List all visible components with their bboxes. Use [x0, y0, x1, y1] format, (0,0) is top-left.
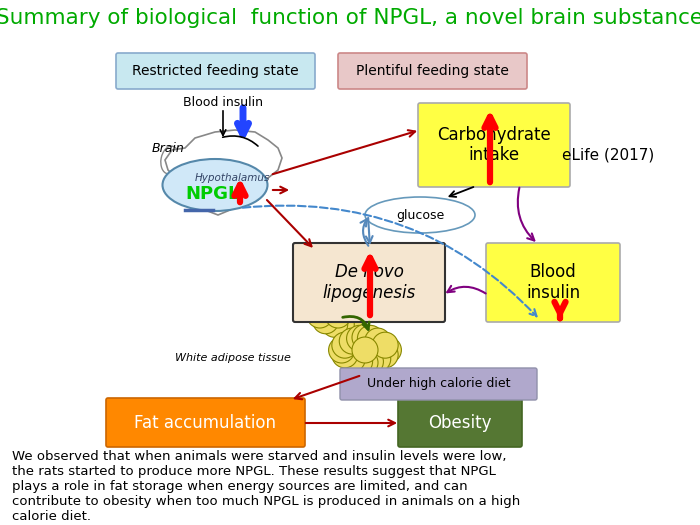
Circle shape	[328, 292, 354, 319]
Circle shape	[332, 332, 358, 358]
Circle shape	[365, 328, 391, 354]
FancyBboxPatch shape	[418, 103, 570, 187]
Text: Summary of biological  function of NPGL, a novel brain substance: Summary of biological function of NPGL, …	[0, 8, 700, 28]
Circle shape	[365, 346, 391, 372]
Circle shape	[322, 311, 348, 338]
Ellipse shape	[161, 146, 179, 174]
Text: De novo
lipogenesis: De novo lipogenesis	[323, 263, 416, 302]
Text: Restricted feeding state: Restricted feeding state	[132, 64, 299, 78]
Circle shape	[352, 324, 378, 350]
Circle shape	[313, 296, 339, 322]
Text: Fat accumulation: Fat accumulation	[134, 414, 276, 432]
Circle shape	[343, 302, 369, 328]
Text: Obesity: Obesity	[428, 414, 491, 432]
PathPatch shape	[165, 130, 282, 215]
Text: Brain: Brain	[152, 142, 185, 154]
Circle shape	[332, 342, 358, 368]
Text: White adipose tissue: White adipose tissue	[175, 353, 291, 363]
Circle shape	[372, 342, 398, 368]
Text: Carbohydrate
intake: Carbohydrate intake	[437, 125, 551, 164]
Circle shape	[337, 308, 363, 334]
Text: Blood insulin: Blood insulin	[183, 96, 263, 109]
Circle shape	[328, 311, 354, 338]
Ellipse shape	[365, 197, 475, 233]
Circle shape	[346, 349, 372, 375]
FancyBboxPatch shape	[340, 368, 537, 400]
FancyBboxPatch shape	[106, 398, 305, 447]
Text: eLife (2017): eLife (2017)	[562, 148, 654, 163]
Circle shape	[372, 332, 398, 358]
Text: We observed that when animals were starved and insulin levels were low,
the rats: We observed that when animals were starv…	[12, 450, 520, 523]
Text: Under high calorie diet: Under high calorie diet	[367, 377, 510, 391]
Circle shape	[322, 292, 348, 319]
Text: Blood
insulin: Blood insulin	[526, 263, 580, 302]
Ellipse shape	[162, 159, 267, 211]
Circle shape	[307, 302, 332, 328]
Circle shape	[346, 326, 372, 351]
FancyBboxPatch shape	[293, 243, 445, 322]
FancyBboxPatch shape	[116, 53, 315, 89]
Circle shape	[325, 302, 351, 328]
Circle shape	[352, 337, 378, 363]
Circle shape	[313, 308, 339, 334]
FancyBboxPatch shape	[486, 243, 620, 322]
Ellipse shape	[168, 163, 192, 194]
FancyBboxPatch shape	[398, 398, 522, 447]
Circle shape	[340, 346, 365, 372]
Circle shape	[375, 337, 401, 363]
Text: Hypothalamus: Hypothalamus	[195, 173, 270, 183]
Text: Plentiful feeding state: Plentiful feeding state	[356, 64, 509, 78]
Circle shape	[358, 326, 384, 351]
Circle shape	[358, 349, 384, 375]
Circle shape	[352, 350, 378, 375]
Circle shape	[337, 296, 363, 322]
Circle shape	[340, 328, 365, 354]
FancyBboxPatch shape	[338, 53, 527, 89]
Circle shape	[328, 337, 355, 363]
Text: glucose: glucose	[396, 208, 444, 222]
Text: NPGL: NPGL	[186, 185, 240, 203]
